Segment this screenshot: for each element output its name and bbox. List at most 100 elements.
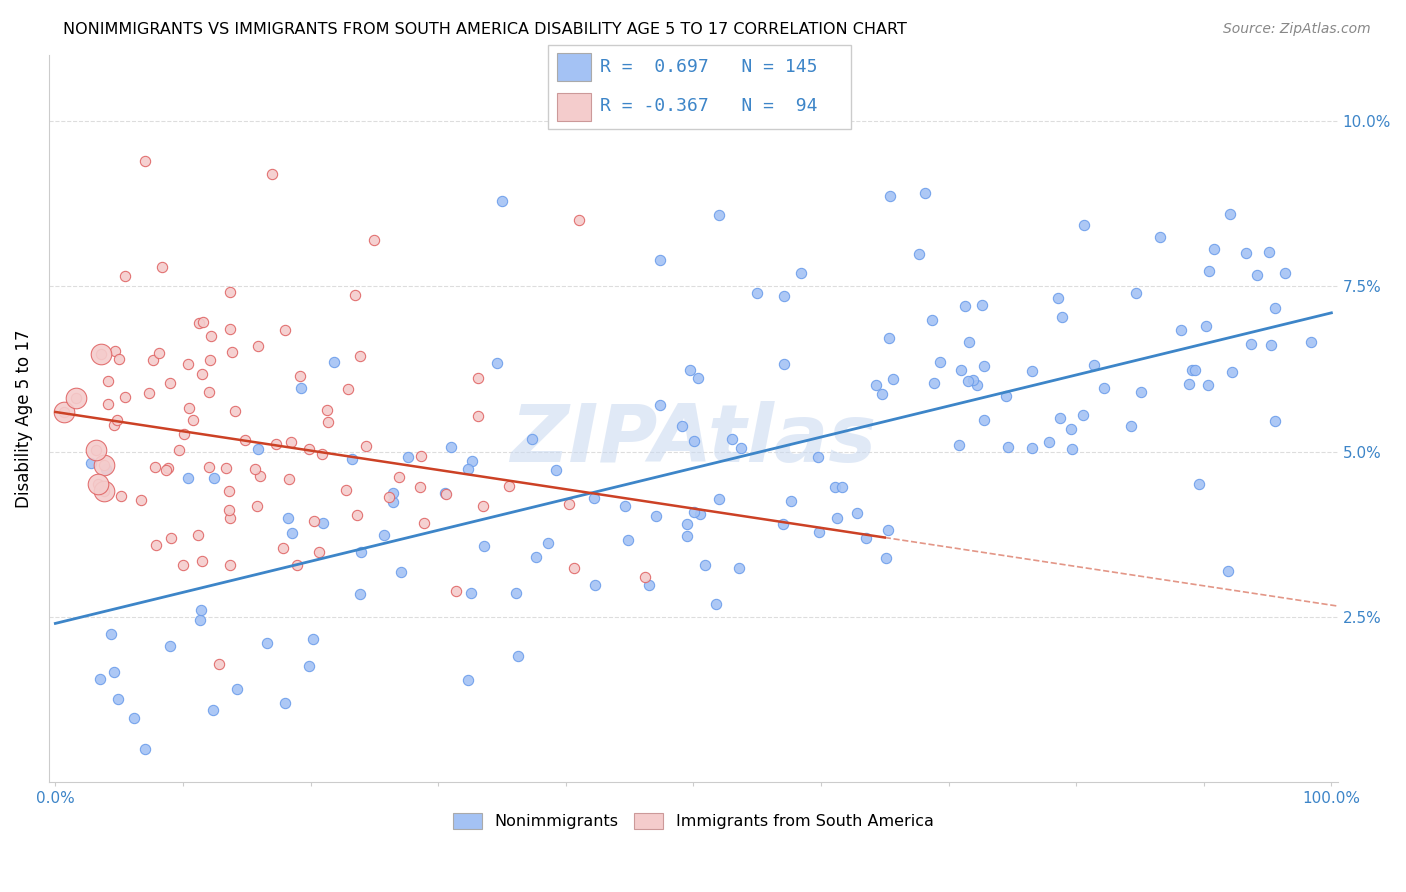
Point bbox=[389, 565, 412, 579]
Point bbox=[65, 392, 87, 406]
Point bbox=[1216, 565, 1239, 579]
Point bbox=[638, 578, 661, 592]
Point bbox=[544, 463, 567, 477]
Point bbox=[966, 378, 988, 392]
Point bbox=[434, 486, 457, 500]
Point bbox=[1021, 364, 1043, 378]
Point bbox=[772, 357, 794, 371]
Text: R = -0.367   N =  94: R = -0.367 N = 94 bbox=[600, 97, 817, 115]
Point bbox=[277, 472, 299, 486]
Point bbox=[914, 186, 936, 200]
Point bbox=[219, 558, 242, 572]
Point bbox=[138, 385, 160, 400]
Point bbox=[87, 476, 110, 491]
Point bbox=[219, 322, 242, 336]
Point bbox=[107, 692, 129, 706]
Point bbox=[190, 603, 212, 617]
Point bbox=[312, 516, 335, 530]
Point bbox=[962, 373, 984, 387]
Point bbox=[1130, 384, 1153, 399]
Point bbox=[824, 480, 846, 494]
Point bbox=[323, 355, 346, 369]
Point bbox=[953, 299, 976, 313]
Point bbox=[807, 450, 830, 464]
Point bbox=[103, 665, 125, 679]
Point bbox=[167, 442, 190, 457]
Point bbox=[922, 376, 945, 390]
Point bbox=[693, 558, 716, 573]
Point bbox=[650, 252, 672, 267]
Point bbox=[730, 441, 752, 455]
Point bbox=[467, 371, 489, 385]
Point bbox=[1149, 230, 1171, 244]
Point bbox=[865, 378, 887, 392]
Point bbox=[90, 347, 112, 361]
Point bbox=[1240, 336, 1263, 351]
FancyBboxPatch shape bbox=[557, 54, 591, 81]
Point bbox=[349, 587, 371, 601]
Point bbox=[721, 432, 744, 446]
Point bbox=[457, 461, 479, 475]
Point bbox=[686, 370, 709, 384]
Point bbox=[1197, 378, 1219, 392]
Point bbox=[457, 673, 479, 688]
Point bbox=[1092, 381, 1115, 395]
Point bbox=[354, 440, 377, 454]
Point bbox=[224, 404, 246, 418]
Point bbox=[159, 376, 181, 390]
Point bbox=[471, 499, 494, 513]
Point bbox=[159, 639, 181, 653]
Point bbox=[188, 317, 211, 331]
Point bbox=[520, 433, 543, 447]
Point bbox=[562, 561, 585, 575]
Point bbox=[65, 392, 87, 406]
Point bbox=[709, 492, 731, 507]
Text: NONIMMIGRANTS VS IMMIGRANTS FROM SOUTH AMERICA DISABILITY AGE 5 TO 17 CORRELATIO: NONIMMIGRANTS VS IMMIGRANTS FROM SOUTH A… bbox=[63, 22, 907, 37]
Point bbox=[907, 247, 929, 261]
Point bbox=[1260, 337, 1282, 351]
Point bbox=[336, 382, 359, 396]
Point bbox=[773, 288, 796, 302]
Point bbox=[645, 508, 668, 523]
Point bbox=[877, 523, 900, 537]
Point bbox=[302, 632, 325, 646]
Point bbox=[93, 458, 115, 472]
Point bbox=[485, 356, 508, 370]
Point bbox=[875, 551, 897, 566]
Point bbox=[537, 536, 560, 550]
Point bbox=[1050, 310, 1073, 325]
Point bbox=[505, 586, 527, 600]
Point bbox=[1234, 246, 1257, 260]
Point bbox=[973, 413, 995, 427]
Point bbox=[187, 528, 209, 542]
Point bbox=[879, 331, 901, 345]
Point bbox=[831, 480, 853, 494]
Point bbox=[131, 492, 153, 507]
Point bbox=[93, 483, 115, 498]
Point bbox=[280, 435, 302, 450]
Point bbox=[682, 505, 704, 519]
Point bbox=[191, 554, 214, 568]
Point bbox=[1049, 411, 1071, 425]
Point bbox=[678, 363, 700, 377]
Point bbox=[290, 381, 312, 395]
Point bbox=[790, 266, 813, 280]
Point bbox=[197, 385, 219, 400]
Legend: Nonimmigrants, Immigrants from South America: Nonimmigrants, Immigrants from South Ame… bbox=[447, 806, 941, 836]
Point bbox=[524, 550, 547, 565]
Point bbox=[1188, 477, 1211, 491]
Point bbox=[704, 597, 727, 611]
Point bbox=[1220, 365, 1243, 379]
Point bbox=[1121, 419, 1143, 434]
Point bbox=[1219, 207, 1241, 221]
Point bbox=[1264, 301, 1286, 316]
Point bbox=[995, 389, 1018, 403]
Point bbox=[1202, 243, 1225, 257]
Point bbox=[727, 560, 749, 574]
Point bbox=[316, 415, 339, 429]
Point bbox=[256, 636, 278, 650]
Text: ZIPAtlas: ZIPAtlas bbox=[510, 401, 876, 479]
Point bbox=[957, 334, 980, 349]
Point bbox=[929, 355, 952, 369]
Point bbox=[973, 359, 995, 374]
